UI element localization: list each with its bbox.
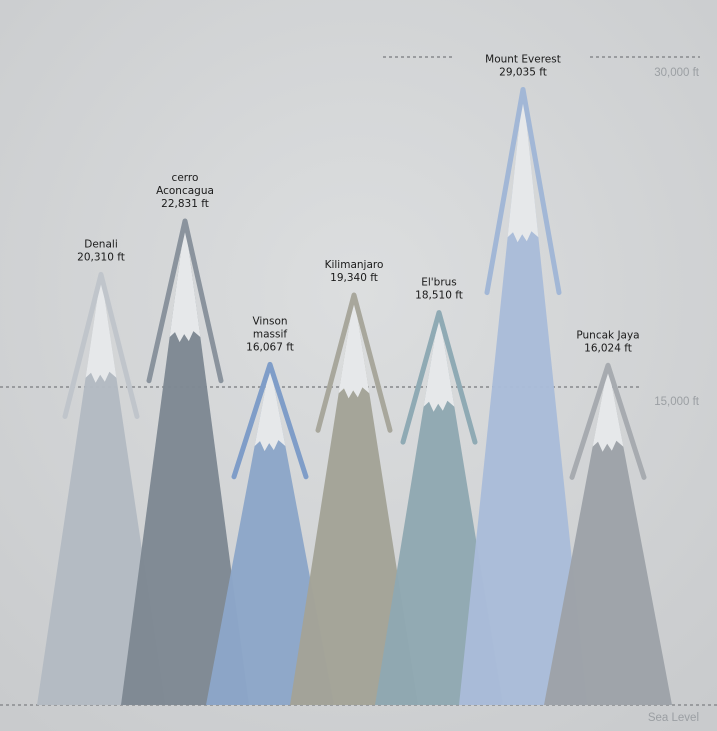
peak-snowcap xyxy=(507,89,539,243)
peak-value-label: 20,310 ft xyxy=(77,251,125,263)
peak-ridge xyxy=(231,361,309,480)
peak-snowcap xyxy=(338,295,370,399)
peak-value-label: 29,035 ft xyxy=(499,66,547,78)
peak-0 xyxy=(37,271,165,705)
peak-name-label: Aconcagua xyxy=(156,185,214,197)
peak-6 xyxy=(544,362,672,705)
peak-5 xyxy=(459,86,587,705)
peak-snowcap xyxy=(85,274,117,383)
peak-value-label: 22,831 ft xyxy=(161,198,209,210)
y-tick-label: 30,000 ft xyxy=(654,67,700,79)
peak-body xyxy=(290,294,418,705)
peak-name-label: Vinson xyxy=(252,315,287,327)
peak-name-label: El'brus xyxy=(421,277,457,289)
peaks xyxy=(37,86,672,706)
peak-ridge xyxy=(315,292,393,433)
peak-snowcap xyxy=(592,365,624,452)
peak-ridge xyxy=(484,86,562,296)
peak-3 xyxy=(290,292,418,705)
peak-value-label: 18,510 ft xyxy=(415,290,463,302)
peak-2 xyxy=(206,361,334,705)
grid-lines xyxy=(0,56,717,706)
peak-value-label: 19,340 ft xyxy=(330,272,378,284)
peak-value-label: 16,024 ft xyxy=(584,342,632,354)
y-tick-label: Sea Level xyxy=(648,712,699,724)
peak-body xyxy=(37,274,165,705)
peak-ridge xyxy=(569,362,647,480)
peak-ridge xyxy=(400,310,478,445)
peak-name-label: massif xyxy=(253,328,288,340)
peak-value-label: 16,067 ft xyxy=(246,341,294,353)
peak-ridge xyxy=(146,218,224,384)
peak-name-label: cerro xyxy=(172,172,199,184)
peak-snowcap xyxy=(169,221,201,343)
y-tick-label: 15,000 ft xyxy=(654,396,700,408)
peak-name-label: Kilimanjaro xyxy=(325,259,384,271)
peak-snowcap xyxy=(254,364,286,452)
peak-body xyxy=(121,220,249,706)
peak-name-label: Denali xyxy=(84,238,117,250)
peak-ridge xyxy=(62,271,140,420)
peak-body xyxy=(459,89,587,705)
peak-name-label: Mount Everest xyxy=(485,53,561,65)
peak-snowcap xyxy=(423,312,455,412)
peak-body xyxy=(206,364,334,705)
peak-1 xyxy=(121,218,249,706)
peak-name-label: Puncak Jaya xyxy=(576,329,639,341)
peak-body xyxy=(544,365,672,705)
y-axis-ticks: Sea Level 15,000 ft 30,000 ft xyxy=(648,67,700,724)
